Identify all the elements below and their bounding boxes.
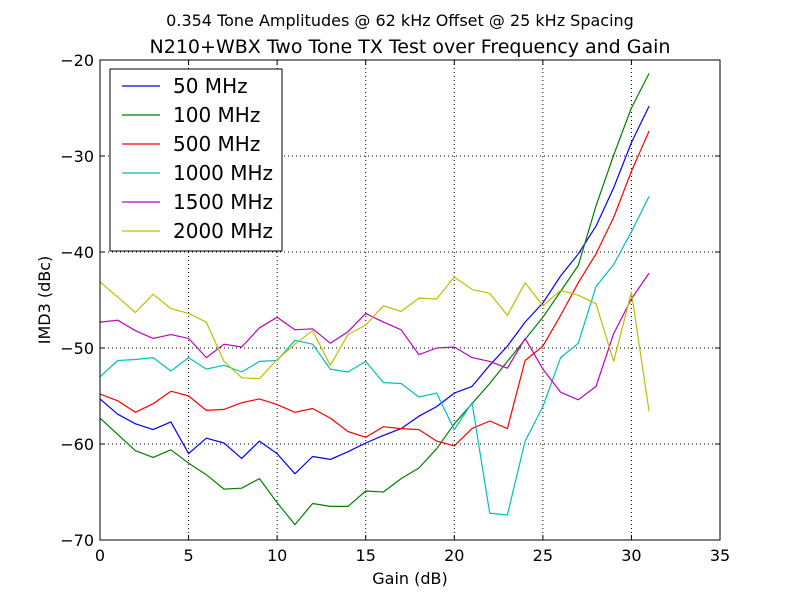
x-tick-label: 35 [710, 546, 730, 565]
series-line-1000-mhz [99, 196, 650, 516]
series-line-100-mhz [99, 73, 650, 526]
series-line-2000-mhz [99, 276, 650, 412]
x-tick-label: 10 [267, 546, 287, 565]
legend-label: 100 MHz [173, 103, 260, 127]
legend-label: 1500 MHz [173, 190, 273, 214]
legend: 50 MHz 100 MHz 500 MHz 1000 MHz 1500 MHz 2000… [109, 68, 283, 252]
series-lines [99, 73, 650, 526]
legend-label: 1000 MHz [173, 161, 273, 185]
chart-title: N210+WBX Two Tone TX Test over Frequency… [150, 36, 671, 58]
axis-ticks: 0 5 10 15 20 25 30 35 −70 −60 −50 −40 −30 −20 [60, 51, 730, 565]
x-tick-label: 30 [621, 546, 641, 565]
x-tick-label: 20 [444, 546, 464, 565]
y-tick-label: −50 [60, 339, 94, 358]
y-tick-label: −60 [60, 435, 94, 454]
y-axis-label: IMD3 (dBc) [35, 256, 54, 345]
x-tick-label: 25 [533, 546, 553, 565]
legend-label: 500 MHz [173, 132, 260, 156]
chart-suptitle: 0.354 Tone Amplitudes @ 62 kHz Offset @ … [166, 11, 634, 30]
series-line-50-mhz [99, 105, 650, 475]
x-tick-label: 5 [183, 546, 193, 565]
x-tick-label: 15 [356, 546, 376, 565]
series-line-500-mhz [99, 130, 650, 447]
legend-label: 2000 MHz [173, 219, 273, 243]
y-tick-label: −20 [60, 51, 94, 70]
x-axis-label: Gain (dB) [372, 569, 448, 588]
y-tick-label: −70 [60, 531, 94, 550]
y-tick-label: −30 [60, 147, 94, 166]
legend-label: 50 MHz [173, 74, 248, 98]
plot-frame [99, 59, 721, 541]
x-tick-label: 0 [95, 546, 105, 565]
series-line-1500-mhz [99, 272, 650, 401]
y-tick-label: −40 [60, 243, 94, 262]
legend-box [109, 68, 283, 252]
